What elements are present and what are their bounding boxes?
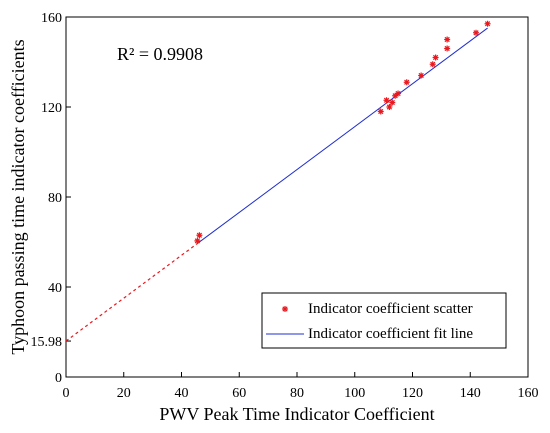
scatter-point (473, 29, 480, 36)
x-tick-label: 40 (175, 386, 189, 401)
legend-fit-line-label: Indicator coefficient fit line (308, 326, 473, 342)
scatter-point (386, 104, 393, 110)
y-tick-label: 120 (41, 101, 62, 116)
axis-ticks: 0 20 40 60 80 100 120 140 160 0 15.98 40 80 120 160 (31, 11, 539, 401)
x-tick-label: 0 (63, 386, 70, 401)
scatter-point (432, 54, 439, 61)
scatter-point (395, 90, 402, 97)
y-axis-label: Typhoon passing time indicator coefficie… (8, 39, 28, 354)
scatter-point (196, 232, 203, 239)
scatter-point (429, 61, 436, 68)
scatter-point (377, 108, 384, 115)
y-tick-label: 80 (48, 191, 62, 206)
scatter-point (444, 45, 451, 52)
legend-scatter-marker-star (282, 306, 288, 312)
x-tick-label: 120 (402, 386, 423, 401)
y-tick-label: 40 (48, 281, 62, 296)
scatter-points (194, 20, 491, 244)
legend: Indicator coefficient scatter Indicator … (261, 292, 507, 349)
r-squared-annotation: R² = 0.9908 (117, 44, 203, 64)
x-axis-label: PWV Peak Time Indicator Coefficient (159, 404, 434, 424)
legend-box (261, 292, 507, 349)
y-tick-label: 0 (55, 371, 62, 386)
y-tick-label: 160 (41, 11, 62, 26)
x-tick-label: 140 (460, 386, 481, 401)
scatter-point (403, 79, 410, 86)
scatter-point (389, 99, 396, 106)
scatter-point (484, 20, 491, 27)
y-tick-label: 15.98 (31, 335, 63, 350)
scatter-point (194, 237, 201, 244)
scatter-point (383, 97, 390, 104)
x-tick-label: 80 (290, 386, 304, 401)
scatter-point (444, 36, 451, 43)
x-tick-label: 100 (344, 386, 365, 401)
legend-scatter-label: Indicator coefficient scatter (308, 301, 473, 317)
x-tick-label: 60 (232, 386, 246, 401)
scatter-point (418, 72, 425, 79)
fit-line (198, 27, 488, 243)
legend-scatter-marker (282, 306, 288, 312)
x-tick-label: 20 (117, 386, 131, 401)
x-tick-label: 160 (518, 386, 539, 401)
fit-line-group (65, 27, 488, 342)
